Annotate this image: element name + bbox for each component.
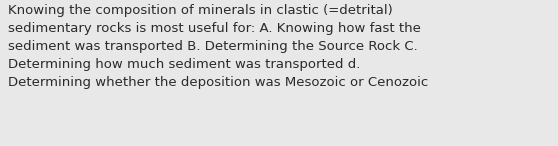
Text: Knowing the composition of minerals in clastic (=detrital)
sedimentary rocks is : Knowing the composition of minerals in c… bbox=[8, 4, 429, 89]
